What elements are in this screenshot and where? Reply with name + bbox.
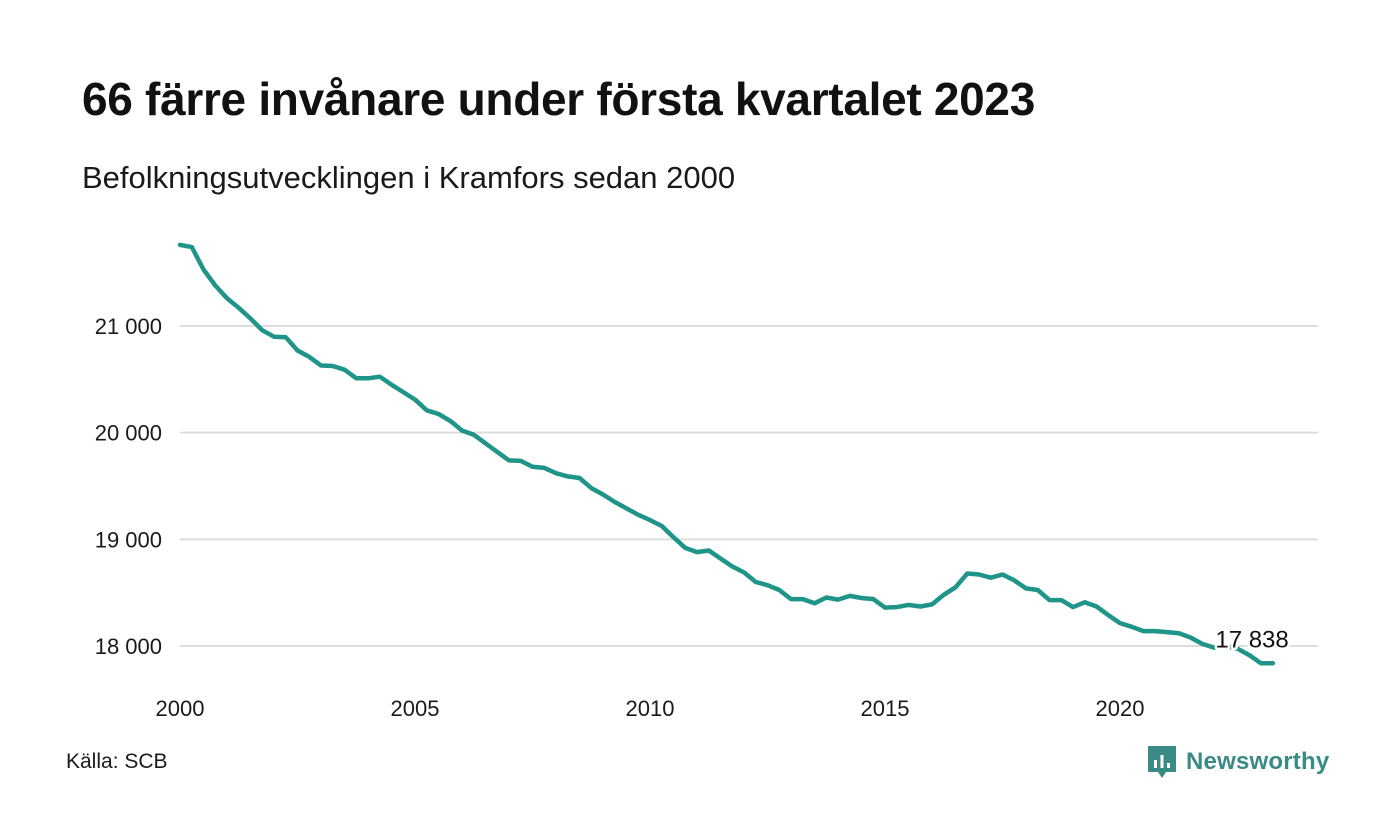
y-axis-tick-labels: 18 000 19 000 20 000 21 000	[95, 314, 162, 659]
x-axis-tick-labels: 2000 2005 2010 2015 2020	[156, 696, 1145, 721]
x-tick-label: 2000	[156, 696, 205, 721]
y-tick-label: 19 000	[95, 527, 162, 552]
newsworthy-logo-icon	[1148, 746, 1176, 778]
end-value-label: 17 838	[1215, 626, 1288, 653]
y-tick-label: 18 000	[95, 634, 162, 659]
y-tick-label: 21 000	[95, 314, 162, 339]
grid-lines	[180, 325, 1318, 647]
brand-logo[interactable]: Newsworthy	[1146, 744, 1329, 780]
x-tick-label: 2015	[861, 696, 910, 721]
y-tick-label: 20 000	[95, 421, 162, 446]
source-note: Källa: SCB	[66, 750, 168, 773]
series-layer	[177, 242, 1276, 666]
chart-subtitle: Befolkningsutvecklingen i Kramfors sedan…	[82, 160, 736, 195]
brand-name: Newsworthy	[1186, 748, 1330, 775]
chart-title: 66 färre invånare under första kvartalet…	[82, 73, 1035, 125]
end-value-label-halo: 17 838	[1215, 626, 1288, 653]
x-tick-label: 2005	[391, 696, 440, 721]
series-line	[177, 242, 1276, 666]
x-tick-label: 2010	[626, 696, 675, 721]
x-tick-label: 2020	[1096, 696, 1145, 721]
